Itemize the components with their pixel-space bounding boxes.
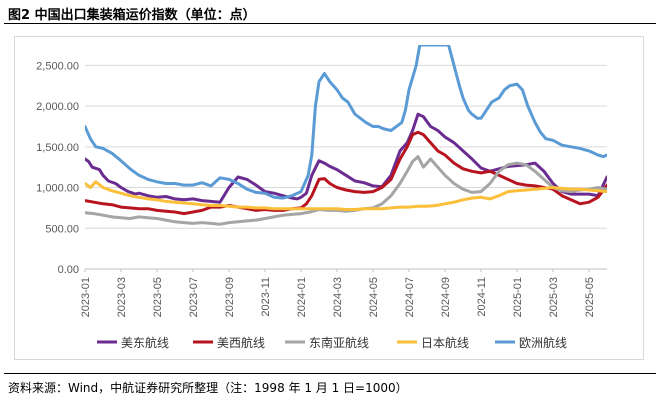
series-line-1 (85, 130, 607, 216)
series-line-4 (85, 45, 607, 200)
legend-label: 美西航线 (217, 335, 265, 350)
legend-label: 日本航线 (421, 335, 469, 350)
legend-label: 欧洲航线 (519, 335, 567, 350)
x-tick-label: 2023-01 (80, 277, 92, 317)
gridlines (85, 64, 607, 229)
x-tick-label: 2023-07 (188, 277, 200, 317)
y-tick-label: 2,500.00 (36, 60, 79, 72)
y-tick-label: 500.00 (45, 223, 79, 235)
top-rule (4, 23, 656, 24)
x-tick-label: 2024-11 (476, 277, 488, 317)
series-line-3 (85, 180, 607, 211)
x-tick-label: 2025-01 (512, 277, 524, 317)
legend: 美东航线 美西航线 东南亚航线 日本航线 欧洲航线 (97, 335, 567, 350)
x-tick-label: 2024-03 (332, 277, 344, 317)
x-tick-label: 2023-09 (224, 277, 236, 317)
x-tick-label: 2023-05 (152, 277, 164, 317)
y-tick-label: 2,000.00 (36, 101, 79, 113)
x-tick-label: 2024-09 (440, 277, 452, 317)
x-tick-label: 2025-03 (548, 277, 560, 317)
line-chart: 0.00 500.00 1,000.00 1,500.00 2,000.00 2,500.… (36, 45, 607, 350)
y-tick-labels: 0.00 500.00 1,000.00 1,500.00 2,000.00 2,500.… (36, 60, 79, 276)
y-tick-label: 0.00 (58, 264, 79, 276)
y-tick-label: 1,000.00 (36, 183, 79, 195)
x-tick-label: 2024-01 (296, 277, 308, 317)
x-tick-label: 2023-03 (116, 277, 128, 317)
x-tick-label: 2024-05 (368, 277, 380, 317)
legend-label: 美东航线 (121, 335, 169, 350)
y-tick-label: 1,500.00 (36, 142, 79, 154)
x-tick-label: 2023-11 (260, 277, 272, 317)
x-tick-label: 2025-05 (584, 277, 596, 317)
figure-title: 图2 中国出口集装箱运价指数（单位：点） (8, 8, 256, 23)
source-note: 资料来源：Wind，中航证券研究所整理（注：1998 年 1 月 1 日=100… (8, 381, 408, 395)
bottom-rule (4, 373, 656, 374)
x-tick-labels: 2023-01 2023-03 2023-05 2023-07 2023-09 2023-… (80, 269, 596, 317)
x-tick-label: 2024-07 (404, 277, 416, 317)
chart-frame: 0.00 500.00 1,000.00 1,500.00 2,000.00 2,500.… (14, 36, 644, 360)
series-lines (85, 45, 607, 226)
legend-label: 东南亚航线 (309, 335, 369, 350)
